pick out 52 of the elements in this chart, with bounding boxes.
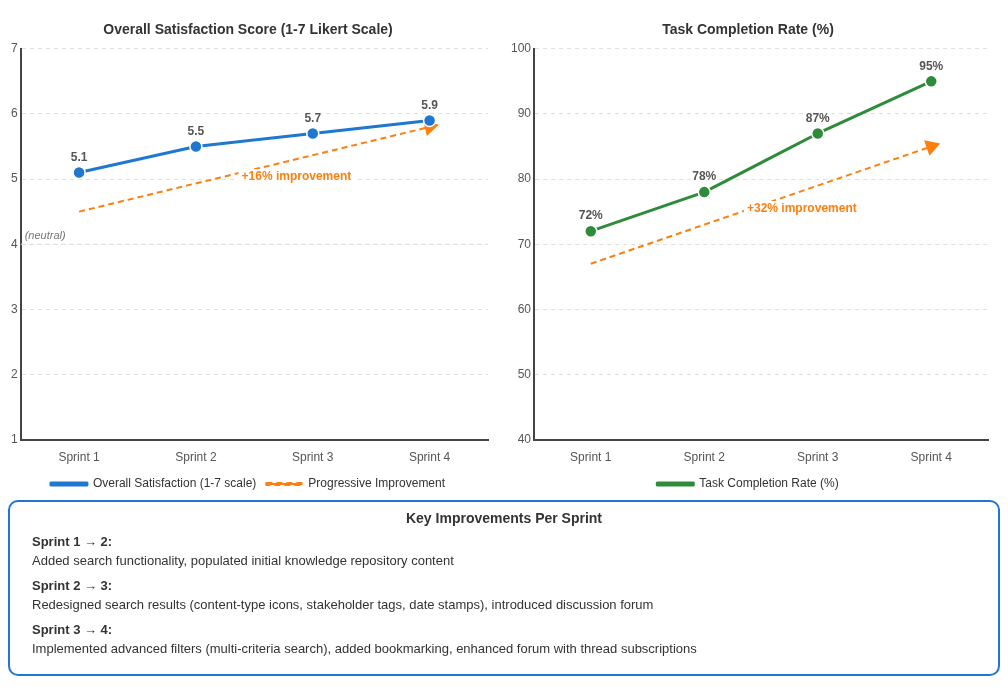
point	[306, 126, 320, 141]
y-tick-label: 80	[517, 171, 532, 186]
text: Added search functionality, populated initial knowledge repository content	[32, 553, 455, 568]
data-label: 87%	[805, 110, 831, 125]
point	[924, 74, 938, 89]
data-label: 5.1	[70, 149, 88, 164]
legend-label: Progressive Improvement	[308, 476, 446, 491]
x-tick-label: Sprint 4	[408, 450, 451, 465]
text: Key Improvements Per Sprint	[404, 510, 604, 526]
point	[811, 126, 825, 141]
y-tick-label: 50	[517, 366, 532, 381]
chart-title: Overall Satisfaction Score (1-7 Likert Scale)	[103, 21, 393, 38]
point	[189, 139, 203, 154]
point	[697, 185, 712, 199]
data-label: 5.7	[304, 110, 322, 125]
chart-title: Task Completion Rate (%)	[662, 21, 834, 38]
x-tick-label: Sprint 1	[58, 450, 101, 465]
y-tick-label: 90	[517, 106, 532, 121]
y-tick-label: 4	[10, 236, 18, 251]
data-label: 72%	[578, 208, 604, 223]
y-tick-label: 3	[10, 301, 18, 316]
y-tick-label: 40	[517, 431, 532, 446]
ref-line-label: (neutral)	[24, 229, 66, 242]
y-tick-label: 5	[10, 171, 18, 186]
y-tick-label: 7	[10, 41, 18, 56]
text: Sprint 3 → 4:	[32, 622, 114, 637]
data-label: 5.9	[421, 97, 439, 112]
data-label: 95%	[919, 58, 944, 73]
y-tick-label: 70	[517, 236, 532, 251]
text: Implemented advanced filters (multi-criteria search), added bookmarking, enhanced forum with thread subscriptions	[32, 641, 698, 656]
text: Redesigned search results (content-type icons, stakeholder tags, date stamps), introduced discussion forum	[32, 597, 655, 612]
data-label: 5.5	[187, 123, 205, 138]
x-tick-label: Sprint 1	[570, 450, 612, 465]
x-tick-label: Sprint 2	[175, 450, 217, 465]
y-tick-label: 100	[510, 41, 532, 56]
x-tick-label: Sprint 2	[683, 450, 726, 465]
point	[584, 224, 598, 238]
y-tick-label: 2	[10, 366, 18, 381]
text: Sprint 1 → 2:	[32, 534, 114, 549]
annotation: +32% improvement	[747, 201, 857, 216]
data-label: 78%	[692, 169, 717, 184]
x-tick-label: Sprint 4	[910, 450, 953, 465]
point	[72, 165, 86, 180]
text: Sprint 2 → 3:	[32, 578, 114, 593]
y-tick-label: 1	[10, 431, 18, 446]
x-tick-label: Sprint 3	[292, 450, 334, 465]
y-tick-label: 60	[517, 301, 532, 316]
annotation: +16% improvement	[241, 169, 352, 184]
legend-label: Overall Satisfaction (1-7 scale)	[92, 476, 257, 491]
legend-label: Task Completion Rate (%)	[699, 476, 839, 491]
y-tick-label: 6	[10, 106, 18, 121]
x-tick-label: Sprint 3	[797, 450, 839, 465]
